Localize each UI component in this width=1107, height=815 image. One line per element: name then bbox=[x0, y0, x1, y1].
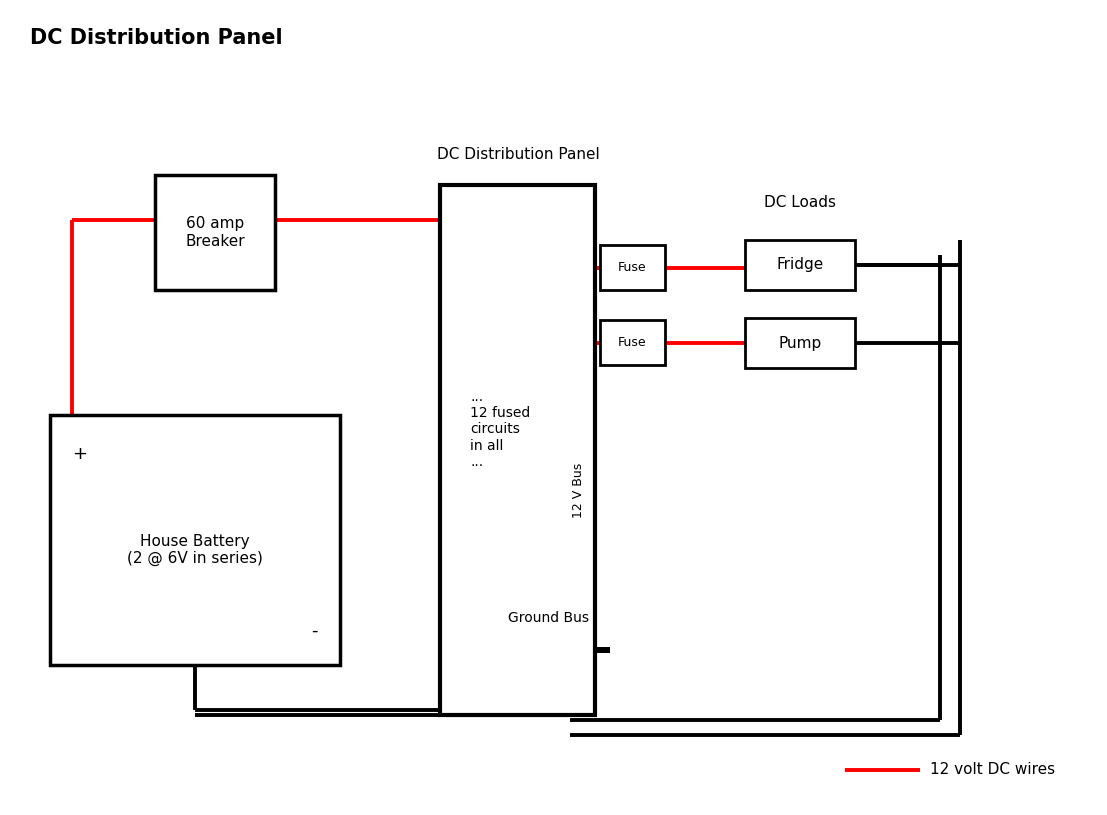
Text: 60 amp
Breaker: 60 amp Breaker bbox=[185, 216, 245, 249]
Bar bbox=[600, 320, 665, 365]
Text: Pump: Pump bbox=[778, 336, 821, 350]
Text: House Battery
(2 @ 6V in series): House Battery (2 @ 6V in series) bbox=[127, 534, 263, 566]
Text: ...
12 fused
circuits
in all
...: ... 12 fused circuits in all ... bbox=[470, 390, 530, 469]
Text: DC Distribution Panel: DC Distribution Panel bbox=[30, 28, 282, 48]
Bar bbox=[155, 175, 275, 290]
Bar bbox=[745, 240, 855, 290]
Text: DC Distribution Panel: DC Distribution Panel bbox=[436, 147, 599, 162]
Text: Fuse: Fuse bbox=[618, 336, 646, 349]
Text: DC Loads: DC Loads bbox=[764, 195, 836, 210]
Text: Ground Bus: Ground Bus bbox=[507, 611, 589, 625]
Bar bbox=[50, 415, 340, 665]
Text: -: - bbox=[311, 622, 318, 640]
Text: 12 V Bus: 12 V Bus bbox=[571, 462, 584, 518]
Text: +: + bbox=[72, 445, 87, 463]
Bar bbox=[439, 185, 594, 715]
Text: Fridge: Fridge bbox=[776, 258, 824, 272]
Bar bbox=[600, 245, 665, 290]
Text: Fuse: Fuse bbox=[618, 261, 646, 274]
Bar bbox=[745, 318, 855, 368]
Text: 12 volt DC wires: 12 volt DC wires bbox=[930, 763, 1055, 778]
